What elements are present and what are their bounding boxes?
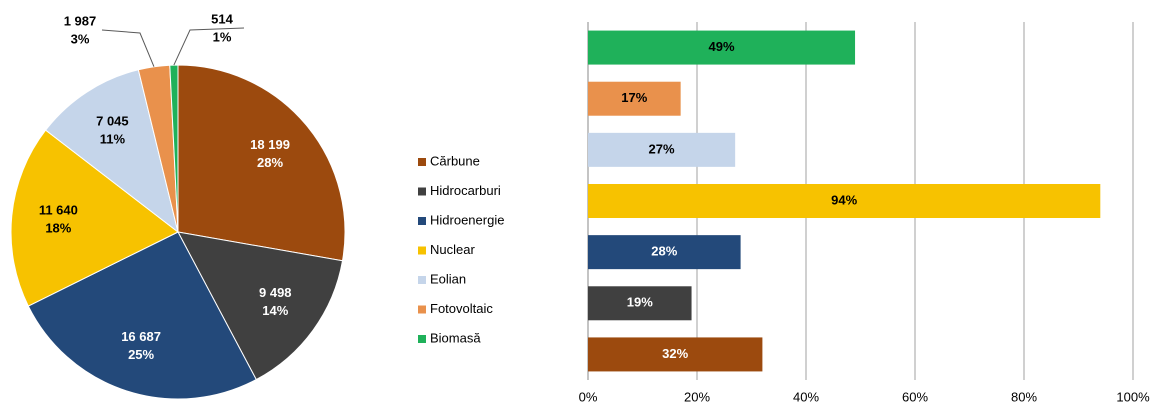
slice-percent-label: 14% [262,303,288,318]
legend-label: Hidroenergie [430,212,504,227]
leader-line [173,27,245,66]
slice-percent-label: 11% [100,132,126,147]
bar-value-label: 17% [621,90,647,105]
slice-value-label: 16 687 [121,329,161,344]
x-tick-label: 40% [793,389,819,404]
legend-label: Eolian [430,271,466,286]
x-tick-label: 60% [902,389,928,404]
x-tick-label: 0% [579,389,598,404]
slice-value-label: 9 498 [259,285,292,300]
legend-label: Fotovoltaic [430,301,493,316]
x-tick-label: 80% [1011,389,1037,404]
slice-value-label: 1 987 [64,13,97,28]
pie-slice [27,231,257,400]
legend-swatch [418,335,426,343]
slice-value-label: 11 640 [39,203,78,218]
legend-label: Cărbune [430,153,480,168]
x-tick-label: 100% [1116,389,1150,404]
slice-percent-label: 1% [213,29,232,44]
slice-percent-label: 28% [257,155,283,170]
bar-value-label: 94% [831,192,857,207]
slice-percent-label: 25% [128,347,154,362]
slice-value-label: 7 045 [96,114,129,129]
slice-percent-label: 3% [71,31,90,46]
slice-value-label: 514 [211,11,233,26]
bar [588,184,1101,218]
x-tick-label: 20% [684,389,710,404]
bar-value-label: 32% [662,346,688,361]
bar-value-label: 27% [649,141,675,156]
legend-label: Hidrocarburi [430,183,501,198]
pie-slice [177,231,344,381]
legend-label: Nuclear [430,242,475,257]
slice-percent-label: 18% [45,221,71,236]
bar [588,132,736,167]
bar [588,81,681,116]
legend-swatch [418,217,426,225]
legend-swatch [418,187,426,196]
legend-swatch [418,158,426,166]
bar [588,30,856,65]
legend-label: Biomasă [430,330,481,345]
bar [588,337,763,372]
pie-slice [10,129,179,307]
pie-slice [177,64,346,262]
bar [588,286,692,321]
bar-value-label: 49% [709,39,735,54]
bar-value-label: 28% [651,244,677,259]
legend-swatch [418,246,426,255]
slice-value-label: 18 199 [250,137,290,152]
bar-value-label: 19% [627,295,653,310]
legend-swatch [418,276,426,284]
leader-line [101,29,155,67]
pie-slice [44,69,179,234]
legend-swatch [418,305,426,314]
bar [588,235,741,270]
